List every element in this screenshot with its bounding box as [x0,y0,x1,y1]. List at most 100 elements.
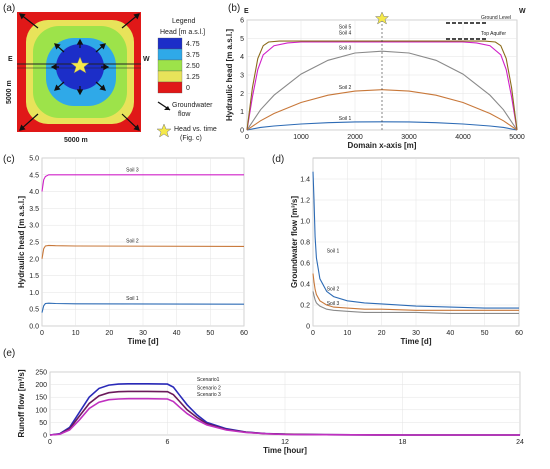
x-tick-label: 4000 [455,134,471,141]
flow-arrowhead [76,89,84,96]
star-label-1: Head vs. time [174,126,217,133]
series-line [312,273,519,311]
y-tick-label: 100 [35,407,47,414]
corner-west-label: W [519,8,526,15]
y-tick-label: 200 [35,382,47,389]
top-aquifer-label: Top Aquifer [481,31,506,37]
x-tick-label: 40 [173,330,181,337]
ground-level-label: Ground Level [481,15,511,21]
x-tick-label: 60 [240,330,248,337]
gw-flow-arrowhead-icon [164,106,170,110]
series-line [41,244,245,259]
series-line [41,302,245,313]
legend-swatch [157,48,183,61]
series-label: Soil 2 [327,286,340,292]
star-legend-icon [156,123,172,138]
x-tick-label: 12 [281,439,289,446]
legend-level-label: 3.75 [186,52,200,59]
flow-arrowhead [54,43,61,50]
legend-level-label: 4.75 [186,41,200,48]
series-label: Soil 5 [339,24,352,30]
y-tick-label: 1.5 [29,273,39,280]
series-label: Scenario1 [197,377,220,383]
y-tick-label: 0.5 [29,307,39,314]
y-tick-label: 0 [43,433,47,440]
x-tick-label: 0 [48,439,52,446]
series-line [41,174,244,192]
series-label: Soil 1 [126,296,139,302]
flow-arrowhead [133,124,140,131]
legend-swatch [157,70,183,83]
x-axis-title: Time [d] [401,337,432,346]
flow-arrowhead [99,43,106,50]
map-east-label: E [8,56,13,63]
series-label: Soil 3 [339,45,352,51]
x-tick-label: 20 [105,330,113,337]
gw-flow-label-1: Groundwater [172,102,213,109]
x-tick-label: 60 [515,330,523,337]
y-tick-label: 1.0 [300,219,310,226]
star-label-2: (Fig. c) [180,135,202,142]
flow-arrowhead [133,13,140,20]
y-tick-label: 0.6 [300,261,310,268]
y-axis-title: Groundwater flow [m³/s] [290,196,299,288]
y-tick-label: 0 [306,324,310,331]
y-tick-label: 2.0 [29,256,39,263]
panel-b-label: (b) [228,3,240,14]
x-tick-label: 20 [378,330,386,337]
y-axis-title: Hydraulic head [m a.s.l.] [17,196,26,288]
y-tick-label: 5 [240,36,244,43]
gw-flow-label-2: flow [178,111,191,118]
y-tick-label: 0.4 [300,282,310,289]
x-tick-label: 24 [516,439,524,446]
x-axis-title: Time [hour] [263,446,307,455]
x-tick-label: 5000 [509,134,525,141]
x-axis-title: Time [d] [128,337,159,346]
y-tick-label: 50 [39,420,47,427]
legend-level-label: 2.50 [186,63,200,70]
legend-swatch [157,59,183,72]
legend-head-title: Head [m a.s.l.] [160,29,205,36]
flow-arrowhead [19,124,26,131]
legend-level-label: 0 [186,85,190,92]
series-label: Soil 1 [339,116,352,122]
series-label: Soil 1 [327,249,340,255]
flow-arrowhead [76,38,84,45]
series-line [49,397,520,436]
series-line [312,291,519,314]
legend-title: Legend [172,18,195,25]
star-marker-map [70,56,90,74]
y-tick-label: 150 [35,395,47,402]
y-tick-label: 0.2 [300,303,310,310]
flow-arrowhead [103,63,110,71]
x-tick-label: 0 [245,134,249,141]
y-axis-title: Hydraulic head [m a.s.l.] [225,29,234,121]
legend-swatches: 4.75 3.75 2.50 1.25 0 [157,37,200,94]
y-tick-label: 0.0 [29,324,39,331]
x-tick-label: 10 [343,330,351,337]
panel-d-label: (d) [272,154,284,165]
chart-e: 0 50 100 150 200 250 0 6 12 18 24 Time [hour] Runoff… [17,369,524,455]
y-tick-label: 5.0 [29,156,39,163]
x-tick-label: 30 [139,330,147,337]
flow-arrowhead [54,84,61,91]
y-tick-label: 4 [240,54,244,61]
series-line [312,171,519,309]
chart-d: 0 0.2 0.4 0.6 0.8 1.0 1.2 1.4 0 10 20 30 40 50 60 Time … [290,157,523,346]
x-axis-title: Domain x-axis [m] [348,141,417,150]
y-tick-label: 2.5 [29,240,39,247]
y-tick-label: 2 [240,91,244,98]
y-tick-label: 4.5 [29,172,39,179]
y-axis-title: Runoff flow [m³/s] [17,369,26,437]
y-tick-label: 3.5 [29,206,39,213]
x-tick-label: 30 [412,330,420,337]
panel-a-label: (a) [3,3,15,14]
legend-level-label: 1.25 [186,74,200,81]
x-tick-label: 2000 [347,134,363,141]
x-tick-label: 50 [481,330,489,337]
panel-e-label: (e) [3,348,15,359]
series-label: Soil 4 [339,31,352,37]
x-tick-label: 1000 [293,134,309,141]
y-tick-label: 3.0 [29,223,39,230]
y-tick-label: 0.8 [300,240,310,247]
